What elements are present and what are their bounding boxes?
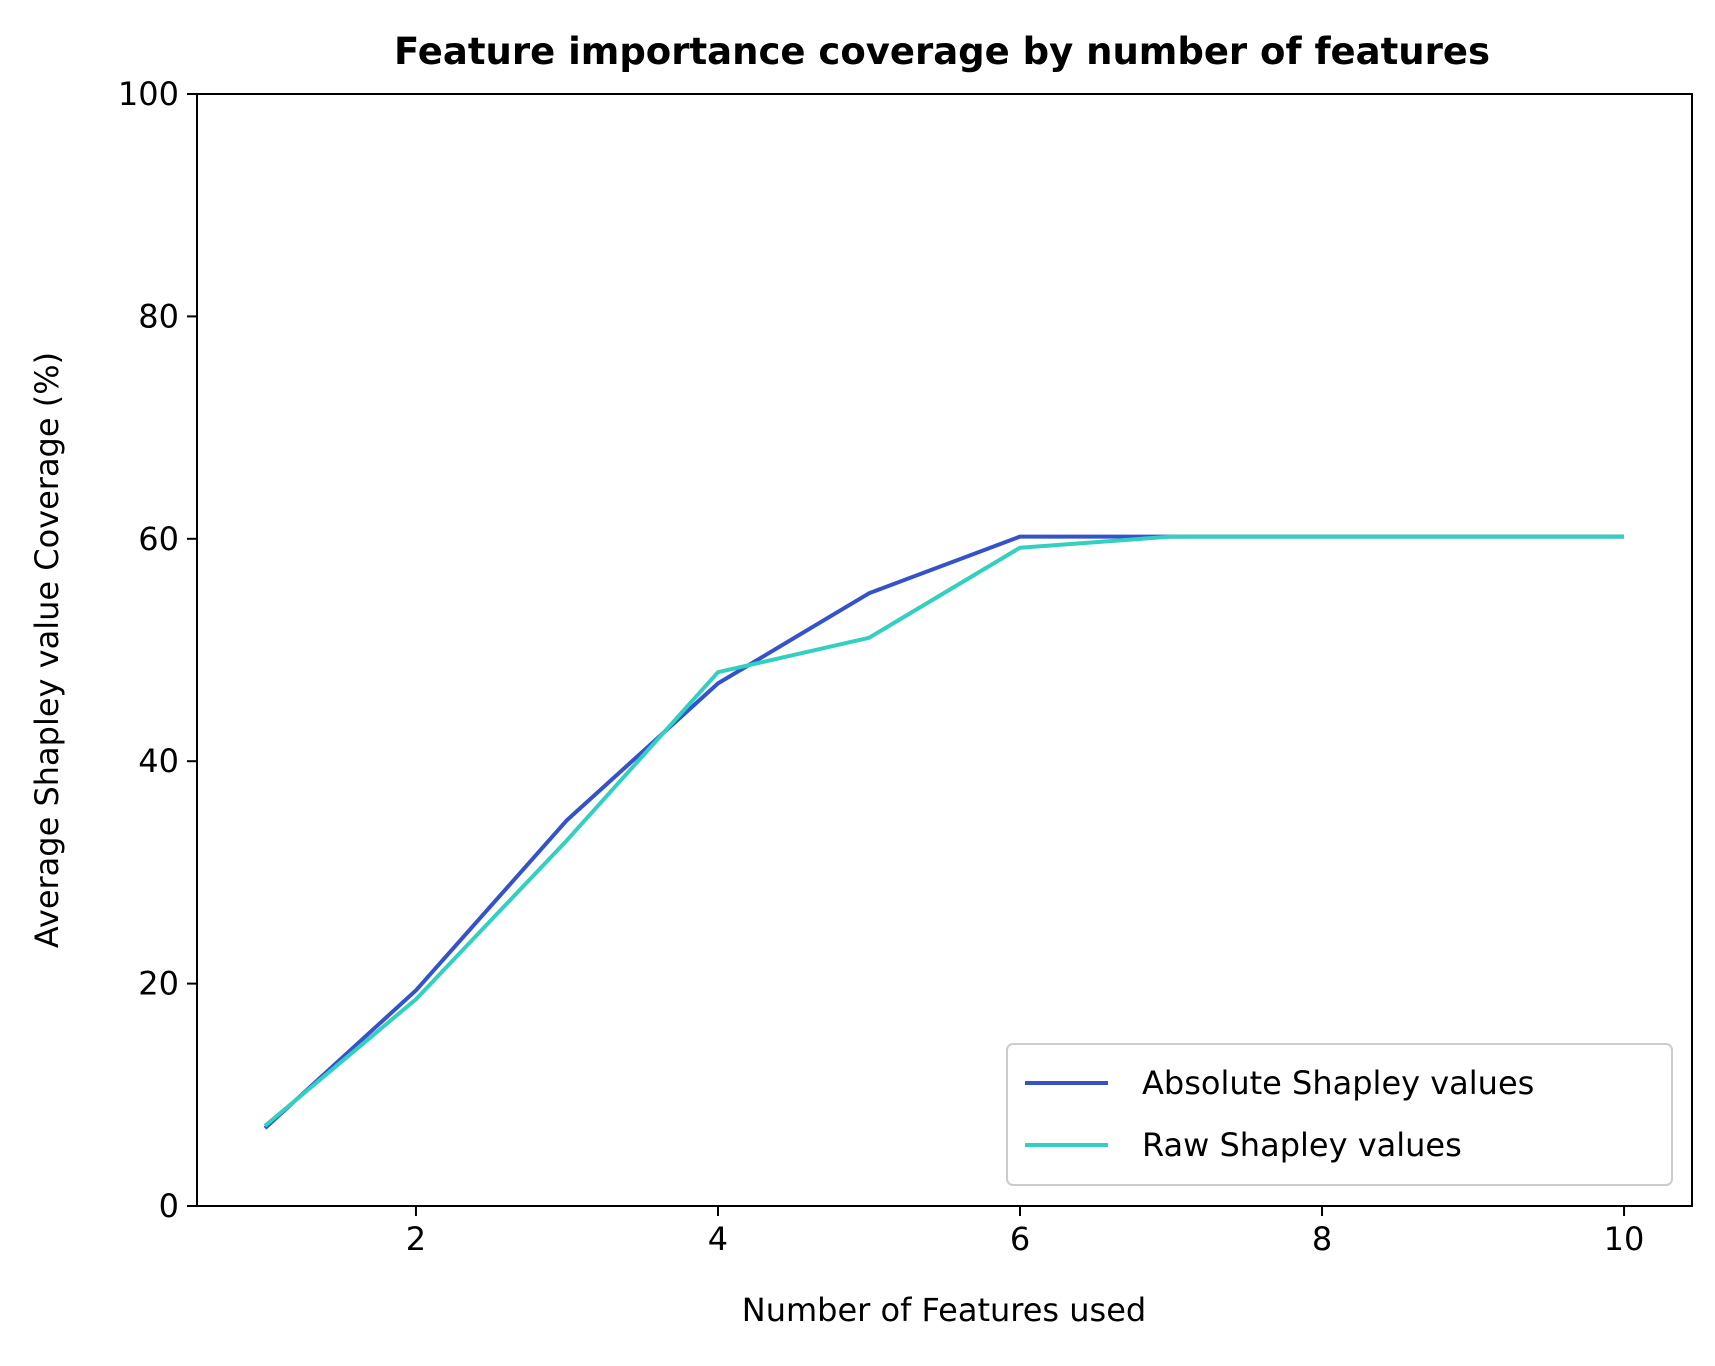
series-layer <box>263 534 1624 1130</box>
x-tick-label: 4 <box>708 1220 728 1258</box>
y-tick-label: 100 <box>118 75 179 113</box>
legend-label-raw: Raw Shapley values <box>1142 1126 1462 1164</box>
chart-title: Feature importance coverage by number of… <box>394 30 1490 73</box>
legend: Absolute Shapley values Raw Shapley valu… <box>1006 1043 1673 1186</box>
x-tick-label: 2 <box>406 1220 426 1258</box>
y-tick-label: 60 <box>138 520 179 558</box>
x-tick-label: 6 <box>1010 1220 1030 1258</box>
y-tick-label: 80 <box>138 297 179 335</box>
plot-frame <box>196 93 1693 1207</box>
series-line-1 <box>263 534 1624 1128</box>
x-tick-label: 10 <box>1604 1220 1645 1258</box>
legend-box <box>1006 1043 1673 1186</box>
plot-area <box>196 93 1693 1207</box>
x-axis-ticks: 2 4 6 8 10 <box>406 1206 1645 1258</box>
y-tick-label: 20 <box>138 965 179 1003</box>
y-tick-label: 0 <box>159 1187 179 1225</box>
y-tick-label: 40 <box>138 742 179 780</box>
x-tick-label: 8 <box>1312 1220 1332 1258</box>
y-axis-label: Average Shapley value Coverage (%) <box>28 352 66 948</box>
y-axis-ticks: 0 20 40 60 80 100 <box>118 75 197 1225</box>
x-axis-label: Number of Features used <box>742 1291 1146 1329</box>
legend-label-absolute: Absolute Shapley values <box>1142 1064 1534 1102</box>
